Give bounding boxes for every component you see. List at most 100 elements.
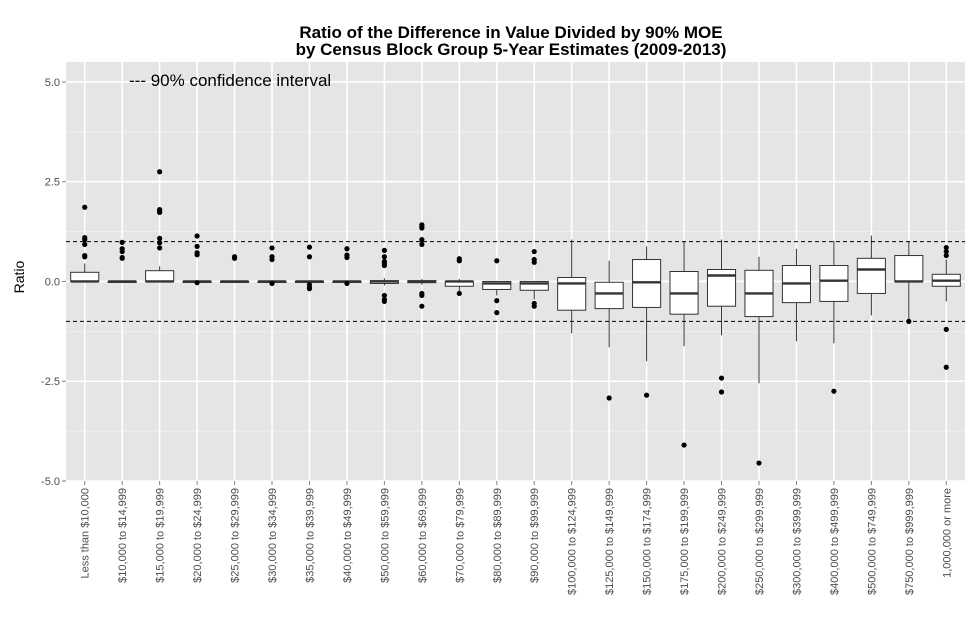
x-tick-label: $90,000 to $99,999: [529, 488, 541, 583]
x-tick-label: $30,000 to $34,999: [267, 488, 279, 583]
outlier-point: [194, 280, 200, 286]
outlier-point: [269, 256, 275, 263]
box-iqr: [519, 280, 549, 291]
outlier-point: [456, 258, 462, 264]
box-10: [407, 222, 437, 309]
x-tick-label: $250,000 to $299,999: [754, 488, 766, 595]
outlier-point: [344, 280, 350, 287]
box-4: [182, 233, 212, 286]
box-iqr: [145, 270, 175, 282]
x-tick-label: $15,000 to $19,999: [155, 488, 167, 583]
x-tick-label: $750,000 to $999,999: [904, 488, 916, 595]
x-tick-label: Less than $10,000: [80, 488, 92, 579]
box-18: [706, 239, 737, 395]
box-5: [220, 254, 250, 283]
outlier-point: [456, 290, 462, 297]
box-14: [557, 239, 587, 334]
outlier-point: [681, 442, 687, 448]
box-12: [482, 258, 512, 316]
x-tick-label: $25,000 to $29,999: [230, 488, 242, 583]
x-tick-label: $125,000 to $149,999: [604, 488, 616, 595]
box-3: [145, 169, 175, 283]
outlier-point: [419, 236, 425, 243]
box-13: [519, 248, 549, 309]
x-tick-label: $175,000 to $199,999: [679, 488, 691, 595]
box-16: [632, 246, 662, 398]
outlier-point: [943, 252, 949, 259]
box-7: [294, 244, 325, 292]
outlier-point: [606, 395, 612, 401]
outlier-point: [718, 375, 725, 381]
outlier-point: [419, 241, 425, 247]
outlier-point: [231, 255, 238, 261]
outlier-point: [419, 292, 425, 299]
y-axis-label: Ratio: [11, 260, 27, 293]
outlier-point: [494, 298, 500, 304]
box-24: [931, 244, 961, 370]
outlier-point: [943, 364, 949, 370]
x-tick-label: 1,000,000 or more: [941, 488, 953, 578]
box-17: [669, 241, 699, 448]
outlier-point: [119, 255, 125, 261]
outlier-point: [306, 254, 313, 260]
outlier-point: [194, 233, 200, 239]
box-iqr: [856, 257, 886, 294]
outlier-point: [157, 245, 163, 251]
outlier-point: [306, 286, 313, 292]
box-1: [70, 204, 100, 283]
box-11: [444, 256, 474, 297]
outlier-point: [119, 248, 125, 255]
outlier-point: [756, 460, 762, 466]
outlier-point: [494, 258, 500, 264]
outlier-point: [157, 169, 163, 175]
outlier-point: [419, 225, 425, 231]
outlier-point: [344, 246, 350, 252]
outlier-point: [82, 236, 88, 243]
x-tick-label: $35,000 to $39,999: [304, 488, 316, 583]
outlier-point: [82, 241, 88, 247]
box-19: [744, 256, 774, 466]
box-iqr: [482, 280, 512, 290]
box-20: [781, 248, 811, 342]
outlier-point: [381, 247, 387, 253]
x-tick-label: $400,000 to $499,999: [829, 488, 841, 595]
box-iqr: [70, 271, 100, 282]
x-tick-label: $150,000 to $174,999: [642, 488, 654, 595]
outlier-point: [194, 243, 200, 249]
outlier-point: [82, 204, 88, 210]
outlier-point: [381, 298, 387, 305]
chart-title: Ratio of the Difference in Value Divided…: [299, 23, 722, 42]
outlier-point: [157, 209, 163, 216]
outlier-point: [157, 235, 163, 241]
chart-subtitle: by Census Block Group 5-Year Estimates (…: [296, 40, 727, 59]
outlier-point: [269, 280, 275, 287]
outlier-point: [194, 252, 200, 258]
box-21: [819, 240, 849, 394]
box-iqr: [594, 281, 624, 310]
outlier-point: [943, 248, 949, 255]
outlier-point: [531, 248, 537, 255]
x-tick-label: $200,000 to $249,999: [717, 488, 729, 595]
x-tick-label: $300,000 to $399,999: [791, 488, 803, 595]
x-tick-label: $100,000 to $124,999: [567, 488, 579, 595]
confidence-interval-annotation: --- 90% confidence interval: [129, 71, 331, 90]
box-2: [107, 239, 137, 283]
outlier-point: [718, 389, 725, 395]
y-tick-label: 0.0: [45, 276, 60, 288]
x-tick-label: $10,000 to $14,999: [117, 488, 129, 583]
y-tick-label: 2.5: [45, 177, 60, 189]
outlier-point: [531, 259, 537, 265]
outlier-point: [531, 303, 537, 309]
outlier-point: [306, 244, 313, 250]
x-tick-label: $70,000 to $79,999: [454, 488, 466, 583]
box-6: [257, 245, 287, 287]
y-tick-label: 5.0: [45, 77, 60, 89]
x-tick-label: $80,000 to $89,999: [492, 488, 504, 583]
x-tick-label: $20,000 to $24,999: [192, 488, 204, 583]
y-tick-label: -5.0: [41, 476, 60, 488]
outlier-point: [831, 388, 837, 394]
box-22: [856, 235, 886, 316]
outlier-point: [269, 245, 275, 251]
box-9: [369, 247, 399, 305]
